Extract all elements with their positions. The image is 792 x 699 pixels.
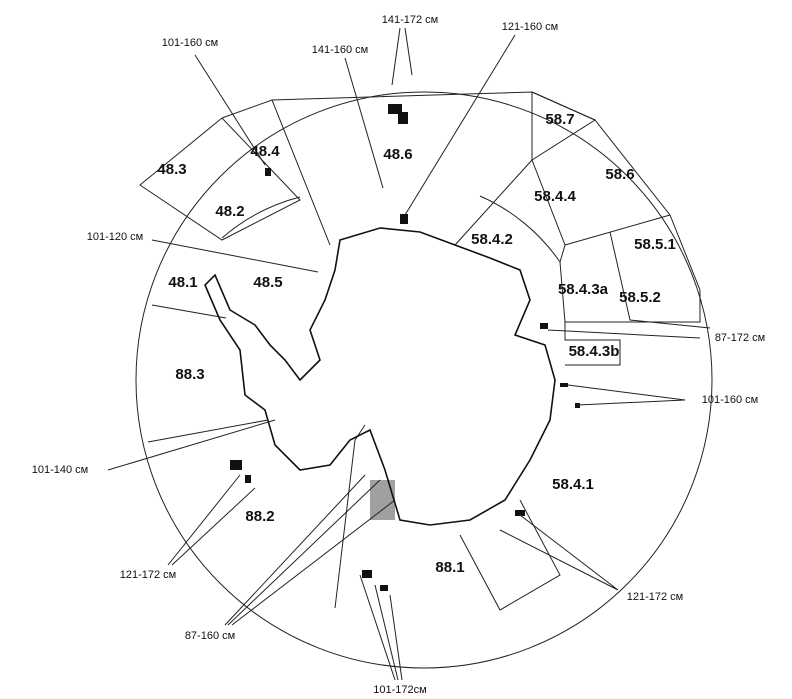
area-label: 58.4.4	[534, 188, 576, 205]
callout: 101-140 см	[32, 464, 89, 476]
callout: 141-160 см	[312, 44, 369, 56]
area-label: 48.4	[250, 143, 280, 160]
area-label: 88.2	[245, 508, 274, 525]
area-label: 88.3	[175, 366, 204, 383]
area-label: 88.1	[435, 559, 464, 576]
callout: 101-160 см	[162, 37, 219, 49]
area-label: 58.7	[545, 111, 574, 128]
area-label: 48.6	[383, 146, 412, 163]
continent	[204, 227, 556, 526]
callouts: 141-172 см 121-160 см 101-160 см 141-160…	[32, 14, 765, 696]
area-label: 58.4.2	[471, 231, 513, 248]
callout: 87-160 см	[185, 630, 235, 642]
callout: 121-160 см	[502, 21, 559, 33]
area-label: 58.6	[605, 166, 634, 183]
area-label: 58.5.2	[619, 289, 661, 306]
callout: 101-160 см	[702, 394, 759, 406]
area-label: 58.4.3a	[558, 281, 609, 298]
area-label: 48.2	[215, 203, 244, 220]
area-label: 58.5.1	[634, 236, 676, 253]
area-label: 58.4.3b	[569, 343, 620, 360]
boundaries	[135, 91, 713, 669]
area-labels: 48.3 48.4 48.6 48.2 48.5 48.1 58.7 58.6 …	[157, 111, 675, 576]
area-label: 48.5	[253, 274, 282, 291]
callout: 101-172см	[373, 684, 426, 696]
callout: 121-172 см	[120, 569, 177, 581]
leader-lines	[107, 27, 701, 681]
area-label: 48.1	[168, 274, 197, 291]
area-label: 58.4.1	[552, 476, 594, 493]
catch-squares	[230, 104, 580, 591]
callout: 121-172 см	[627, 591, 684, 603]
callout: 141-172 см	[382, 14, 439, 26]
area-label: 48.3	[157, 161, 186, 178]
callout: 101-120 см	[87, 231, 144, 243]
callout: 87-172 см	[715, 332, 765, 344]
